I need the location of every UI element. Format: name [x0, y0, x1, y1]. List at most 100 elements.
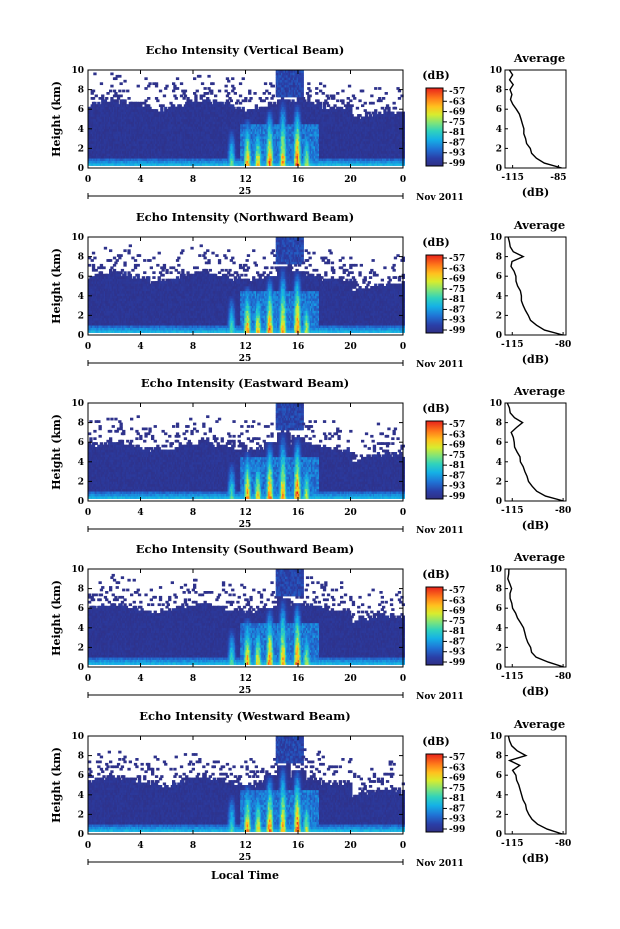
heatmap-cell: [218, 90, 221, 93]
heatmap-cell: [97, 102, 100, 105]
heatmap-cell: [91, 92, 94, 95]
heatmap-cell: [214, 99, 217, 102]
heatmap-cell: [173, 85, 176, 88]
heatmap-cell: [249, 97, 252, 100]
heatmap-cell: [186, 97, 189, 100]
heatmap-cell: [155, 109, 158, 112]
heatmap-cell: [210, 92, 213, 95]
heatmap-cell: [169, 102, 172, 105]
heatmap-cell: [105, 97, 108, 100]
heatmap-cell: [226, 99, 229, 102]
heatmap-cell: [281, 97, 284, 100]
heatmap-cell: [160, 107, 163, 110]
heatmap-cell: [272, 95, 275, 98]
heatmap-cell: [116, 102, 119, 105]
heatmap-cell: [175, 97, 178, 100]
heatmap-cell: [207, 75, 210, 78]
heatmap-cell: [93, 102, 96, 105]
heatmap-cell: [193, 77, 196, 80]
heatmap-cell: [244, 99, 247, 102]
heatmap-cell: [202, 95, 205, 98]
heatmap-cell: [147, 97, 150, 100]
heatmap-cell: [255, 104, 258, 107]
heatmap-cell: [272, 85, 275, 88]
heatmap-cell: [221, 102, 224, 105]
heatmap-cell: [184, 90, 187, 93]
heatmap-cell: [239, 82, 242, 85]
heatmap-cell: [183, 97, 186, 100]
heatmap-cell: [117, 97, 120, 100]
heatmap-cell: [228, 97, 231, 100]
heatmap-cell: [253, 92, 256, 95]
heatmap-cell: [172, 82, 175, 85]
heatmap-cell: [109, 90, 112, 93]
heatmap-cell: [201, 82, 204, 85]
heatmap-cell: [122, 90, 125, 93]
heatmap-cell: [155, 85, 158, 88]
heatmap-cell: [227, 102, 230, 105]
heatmap-cell: [268, 92, 271, 95]
heatmap-cell: [194, 99, 197, 102]
heatmap-cell: [211, 82, 214, 85]
heatmap-cell: [231, 85, 234, 88]
heatmap-cell: [226, 95, 229, 98]
heatmap-cell: [255, 107, 258, 110]
heatmap-cell: [123, 102, 126, 105]
heatmap-cell: [156, 99, 159, 102]
heatmap-cell: [95, 95, 98, 98]
heatmap-cell: [230, 99, 233, 102]
heatmap-cell: [239, 102, 242, 105]
heatmap-cell: [196, 90, 199, 93]
heatmap-cell: [242, 107, 245, 110]
heatmap: [88, 70, 405, 166]
heatmap-cell: [176, 77, 179, 80]
heatmap-cell: [101, 95, 104, 98]
heatmap-cell: [118, 75, 121, 78]
heatmap-cell: [147, 104, 150, 107]
heatmap-cell: [101, 97, 104, 100]
heatmap-cell: [126, 90, 129, 93]
heatmap-cell: [244, 97, 247, 100]
heatmap-cell: [238, 107, 241, 110]
heatmap-cell: [231, 90, 234, 93]
heatmap-cell: [273, 102, 276, 105]
heatmap-cell: [114, 92, 117, 95]
heatmap-cell: [106, 92, 109, 95]
heatmap-cell: [226, 77, 229, 80]
heatmap-cell: [231, 77, 234, 80]
heatmap-cell: [118, 90, 121, 93]
heatmap-cell: [116, 99, 119, 102]
heatmap-cell: [236, 99, 239, 102]
heatmap-cell: [180, 82, 183, 85]
heatmap-cell: [164, 107, 167, 110]
heatmap-cell: [239, 95, 242, 98]
heatmap-cell: [183, 92, 186, 95]
heatmap-cell: [139, 104, 142, 107]
heatmap-cell: [227, 80, 230, 83]
heatmap-cell: [123, 99, 126, 102]
heatmap-cell: [248, 99, 251, 102]
panel-title: Echo Intensity (Vertical Beam): [146, 43, 345, 57]
heatmap-cell: [248, 90, 251, 93]
heatmap-cell: [209, 102, 212, 105]
heatmap-cell: [263, 99, 266, 102]
heatmap-cell: [180, 95, 183, 98]
heatmap-cell: [207, 99, 210, 102]
heatmap-cell: [225, 85, 228, 88]
heatmap-cell: [162, 104, 165, 107]
heatmap-cell: [210, 90, 213, 93]
heatmap-cell: [100, 82, 103, 85]
heatmap-cell: [225, 90, 228, 93]
heatmap-cell: [92, 90, 95, 93]
heatmap-cell: [176, 87, 179, 90]
heatmap-cell: [269, 82, 272, 85]
heatmap-cell: [110, 97, 113, 100]
heatmap-cell: [206, 97, 209, 100]
heatmap-cell: [194, 97, 197, 100]
heatmap-cell: [147, 85, 150, 88]
heatmap-cell: [265, 97, 268, 100]
heatmap-cell: [242, 77, 245, 80]
heatmap-cell: [189, 99, 192, 102]
heatmap-cell: [232, 87, 235, 90]
